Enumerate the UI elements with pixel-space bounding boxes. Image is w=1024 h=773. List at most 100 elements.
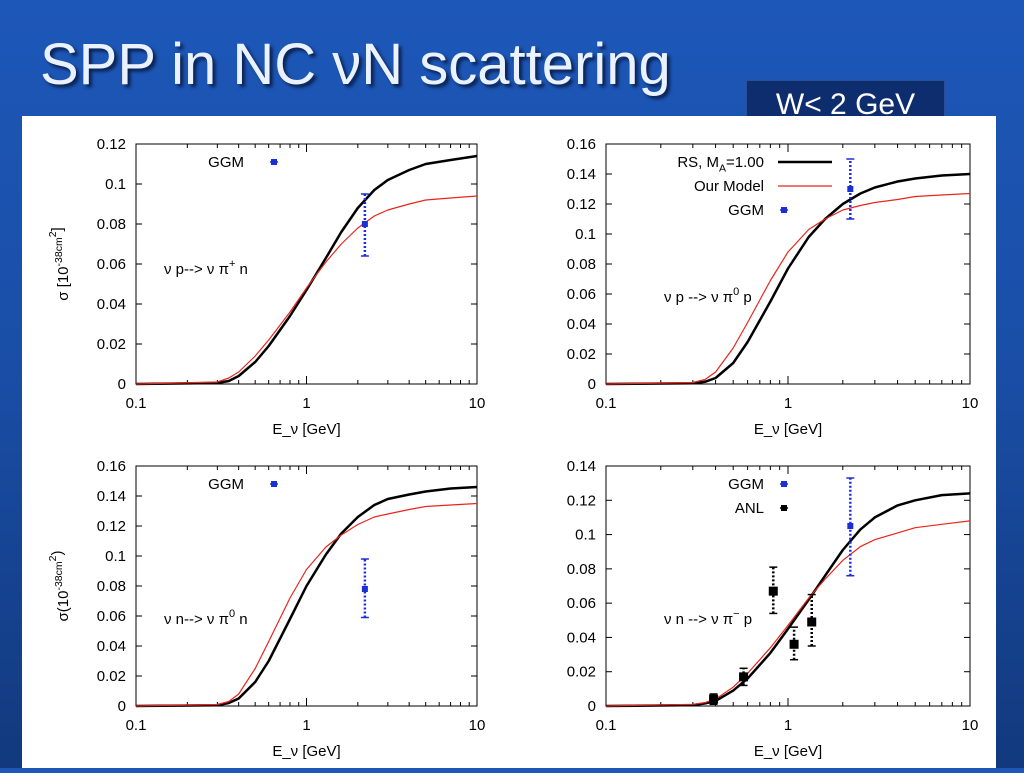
series-line-rs: [135, 485, 478, 708]
text-run: RS, M: [677, 154, 719, 171]
subscript: A: [719, 163, 726, 175]
y-tick-label: 0.12: [567, 492, 596, 509]
series-line-our-model: [135, 502, 478, 707]
superscript: -38cm: [53, 237, 65, 266]
y-tick-label: 0.02: [567, 346, 596, 363]
legend-swatch: [781, 481, 787, 487]
x-tick-label: 1: [784, 395, 792, 412]
anl-point: [739, 672, 749, 682]
text-run: p: [740, 611, 753, 628]
y-tick-label: 0.06: [567, 286, 596, 303]
series-line-rs: [605, 492, 971, 708]
y-tick-label: 0.04: [97, 638, 126, 655]
y-tick-label: 0.14: [567, 166, 596, 183]
x-tick-label: 0.1: [126, 395, 147, 412]
text-run: ν n--> ν π: [164, 611, 229, 628]
y-tick-label: 0: [588, 698, 596, 715]
plot-frame: [605, 465, 971, 707]
y-tick-label: 0.08: [97, 216, 126, 233]
legend-swatch: [271, 481, 277, 487]
x-axis-label: E_ν [GeV]: [754, 421, 822, 438]
x-axis-label: E_ν [GeV]: [754, 743, 822, 760]
x-tick-label: 0.1: [126, 717, 147, 734]
text-run: σ [10: [55, 266, 72, 300]
legend-label: Our Model: [694, 178, 764, 195]
text-run: ν p --> ν π: [664, 289, 733, 306]
series-line-our-model: [605, 192, 971, 385]
chart-1: 0 0.02 0.04 0.06 0.08 0.1 0.12 0.1 1 10 E_ν [GeV] σ…: [47, 136, 485, 438]
superscript: −: [733, 608, 739, 620]
y-tick-label: 0.04: [97, 296, 126, 313]
legend-swatch: [781, 505, 787, 511]
text-run: E_ν [GeV]: [272, 421, 340, 438]
y-tick-label: 0.08: [567, 561, 596, 578]
y-tick-label: 0.12: [97, 518, 126, 535]
legend-label: GGM: [728, 202, 764, 219]
chart-2: 0 0.02 0.04 0.06 0.08 0.1 0.12 0.14 0.16 0.1 1 10 E_…: [567, 136, 979, 438]
process-annotation: ν n--> ν π0 n: [164, 608, 248, 628]
y-tick-label: 0.16: [567, 136, 596, 153]
superscript: 0: [229, 608, 235, 620]
plot-frame: [605, 143, 971, 385]
y-tick-label: 0.14: [567, 458, 596, 475]
y-axis-label: σ(10-38cm2): [47, 551, 72, 622]
x-axis-label: E_ν [GeV]: [272, 421, 340, 438]
charts-figure: 00.020.040.060.080.10.120.1 1 10E_ν [GeV]σ…: [47, 136, 979, 760]
text-run: E_ν [GeV]: [754, 421, 822, 438]
y-tick-label: 0.1: [105, 176, 126, 193]
y-tick-label: 0.04: [567, 629, 596, 646]
y-tick-label: 0.08: [97, 578, 126, 595]
text-run: E_ν [GeV]: [272, 743, 340, 760]
ggm-point: [847, 186, 854, 192]
y-tick-label: 0.1: [105, 548, 126, 565]
text-run: GGM: [728, 202, 764, 219]
figure-panel: 0 0.02 0.04 0.06 0.08 0.1 0.12 0.1 1 10 E_ν [GeV] σ…: [22, 116, 996, 768]
legend-label: RS, MA=1.00: [677, 154, 764, 175]
superscript: +: [229, 258, 235, 270]
slide-title: SPP in NC νN scattering: [40, 32, 671, 97]
chart-3: 0 0.02 0.04 0.06 0.08 0.1 0.12 0.14 0.16 0.1 1 10 E_…: [47, 458, 485, 760]
y-tick-label: 0: [588, 376, 596, 393]
text-run: n: [235, 611, 248, 628]
text-run: ν n --> ν π: [664, 611, 733, 628]
ggm-point: [847, 523, 854, 529]
y-tick-label: 0.04: [567, 316, 596, 333]
legend-label: GGM: [208, 154, 244, 171]
ggm-point: [361, 221, 368, 227]
series-line-our-model: [135, 195, 478, 385]
y-tick-label: 0.06: [97, 608, 126, 625]
y-tick-label: 0.06: [97, 256, 126, 273]
text-run: p: [739, 289, 752, 306]
y-tick-label: 0.02: [567, 664, 596, 681]
superscript: 2: [47, 555, 59, 561]
y-tick-label: 0.1: [575, 226, 596, 243]
legend-label: GGM: [728, 476, 764, 493]
x-tick-label: 10: [469, 717, 486, 734]
y-tick-label: 0: [118, 376, 126, 393]
y-tick-label: 0.1: [575, 527, 596, 544]
y-tick-label: 0.02: [97, 668, 126, 685]
legend-swatch: [781, 207, 787, 213]
legend-label: GGM: [208, 476, 244, 493]
superscript: 0: [733, 286, 739, 298]
superscript: 2: [47, 231, 59, 237]
x-tick-label: 1: [784, 717, 792, 734]
y-axis-label: σ [10-38cm2]: [47, 227, 72, 300]
text-run: GGM: [208, 476, 244, 493]
ggm-point: [361, 586, 368, 592]
x-tick-label: 10: [962, 717, 979, 734]
x-tick-label: 0.1: [596, 717, 617, 734]
y-tick-label: 0.12: [567, 196, 596, 213]
y-tick-label: 0.16: [97, 458, 126, 475]
superscript: -38cm: [53, 561, 65, 590]
x-tick-label: 10: [469, 395, 486, 412]
y-tick-label: 0.06: [567, 595, 596, 612]
anl-point: [768, 586, 778, 596]
x-tick-label: 1: [302, 717, 310, 734]
process-annotation: ν n --> ν π− p: [664, 608, 752, 628]
x-tick-label: 10: [962, 395, 979, 412]
x-axis-label: E_ν [GeV]: [272, 743, 340, 760]
y-tick-label: 0.02: [97, 336, 126, 353]
text-run: ν p--> ν π: [164, 261, 229, 278]
series-line-rs: [605, 172, 971, 386]
